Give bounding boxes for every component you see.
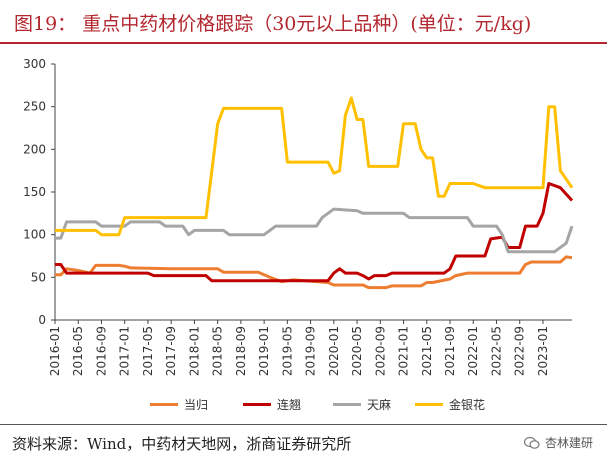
watermark: 杏林建研 xyxy=(523,434,593,451)
x-tick-label: 2021-05 xyxy=(420,326,434,376)
title-bar: 图19： 重点中药材价格跟踪（30元以上品种）(单位：元/kg) xyxy=(0,0,607,44)
x-tick-label: 2021-09 xyxy=(443,326,457,376)
x-tick-label: 2018-09 xyxy=(234,326,248,376)
legend-item-0: 当归 xyxy=(150,392,208,416)
legend-item-2: 天麻 xyxy=(333,392,391,416)
series-line-3 xyxy=(55,96,574,237)
line-chart: 0 50 100 150 200 250 300 2016-01 2016-05 2016-09 2… xyxy=(23,57,574,376)
watermark-text: 杏林建研 xyxy=(544,436,593,450)
wechat-icon xyxy=(523,436,540,449)
y-tick-label: 150 xyxy=(23,185,46,199)
chart-legend: 当归 连翘 天麻 金银花 xyxy=(0,392,607,416)
x-tick-label: 2023-01 xyxy=(536,326,550,376)
y-tick-label: 250 xyxy=(23,100,46,114)
y-tick-label: 0 xyxy=(38,313,46,327)
legend-item-3: 金银花 xyxy=(415,392,485,416)
x-tick-label: 2017-09 xyxy=(164,326,178,376)
x-tick-label: 2020-05 xyxy=(350,326,364,376)
y-tick-label: 50 xyxy=(31,270,46,284)
legend-label: 当归 xyxy=(184,397,209,412)
figure-title: 图19： 重点中药材价格跟踪（30元以上品种）(单位：元/kg) xyxy=(14,13,532,35)
x-tick-label: 2019-09 xyxy=(304,326,318,376)
y-tick-label: 100 xyxy=(23,228,46,242)
x-tick-label: 2017-05 xyxy=(141,326,155,376)
series-line-0 xyxy=(55,255,573,290)
legend-swatch xyxy=(243,402,271,406)
x-tick-label: 2021-01 xyxy=(397,326,411,376)
y-tick-label: 200 xyxy=(23,142,46,156)
legend-swatch xyxy=(150,402,178,406)
series-line-2 xyxy=(55,207,574,254)
x-tick-label: 2017-01 xyxy=(118,326,132,376)
x-tick-label: 2020-01 xyxy=(327,326,341,376)
source-divider xyxy=(0,424,607,425)
x-tick-label: 2022-09 xyxy=(513,326,527,376)
y-tick-label: 300 xyxy=(23,57,46,71)
x-tick-label: 2016-05 xyxy=(71,326,85,376)
x-tick-label: 2020-09 xyxy=(373,326,387,376)
x-tick-label: 2016-01 xyxy=(48,326,62,376)
x-tick-label: 2022-05 xyxy=(489,326,503,376)
legend-label: 连翘 xyxy=(277,397,302,412)
series-line-1 xyxy=(55,182,574,283)
x-tick-label: 2019-05 xyxy=(280,326,294,376)
x-tick-label: 2019-01 xyxy=(257,326,271,376)
source-note: 资料来源：Wind，中药材天地网，浙商证券研究所 xyxy=(12,435,352,453)
x-tick-label: 2016-09 xyxy=(94,326,108,376)
legend-swatch xyxy=(415,402,443,406)
x-tick-label: 2018-01 xyxy=(187,326,201,376)
x-tick-label: 2018-05 xyxy=(211,326,225,376)
legend-label: 天麻 xyxy=(367,397,392,412)
legend-item-1: 连翘 xyxy=(243,392,301,416)
title-divider xyxy=(0,42,607,44)
legend-label: 金银花 xyxy=(449,397,486,412)
legend-swatch xyxy=(333,402,361,406)
x-tick-label: 2022-01 xyxy=(466,326,480,376)
